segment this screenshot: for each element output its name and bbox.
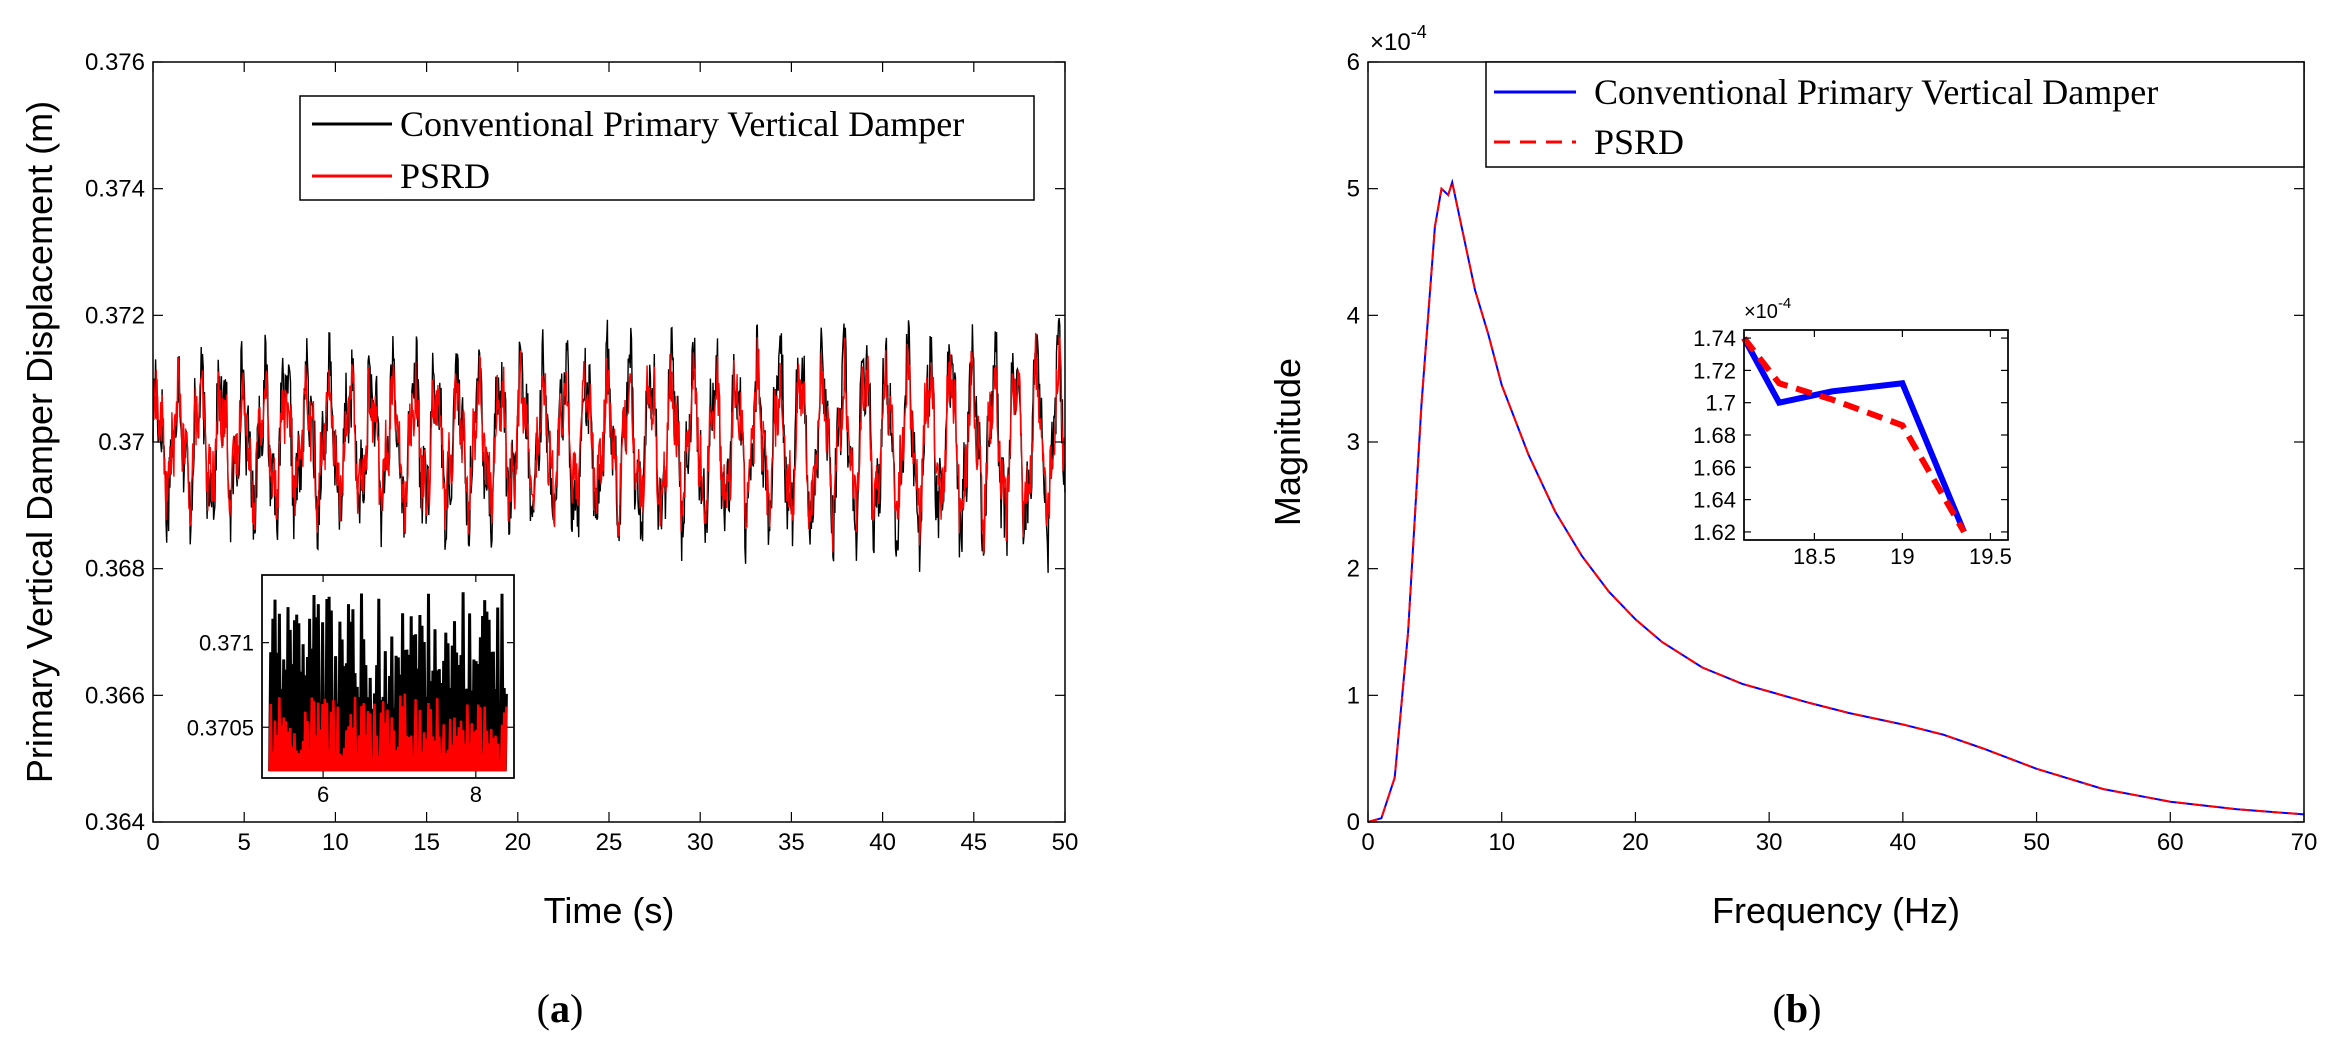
chart-a: 0 5 10 15 20 25 30 35 40 45 500.3640.3660.3680.370… [19,49,1078,1031]
y-tick-label: 0.366 [85,682,145,709]
chart-a-panel-label: (a) [537,986,584,1031]
chart-b-legend: Conventional Primary Vertical Damper PSR… [1485,61,2305,168]
chart-b-inset-ticks: 18.5 19 19.5 1.62 1.64 1.66 1.68 1.7 1.72 1.74 [1693,326,2012,569]
chart-a-inset-lines [268,592,508,772]
chart-b-inset: 18.5 19 19.5 1.62 1.64 1.66 1.68 1.7 1.72 1.74 ×1… [1693,295,2012,569]
y-tick-label: 4 [1347,302,1360,329]
y-tick-label: 1.7 [1705,391,1736,416]
chart-a-ticks: 0 5 10 15 20 25 30 35 40 45 500.3640.3660.3680.370… [85,49,1078,856]
x-tick-label: 25 [596,829,623,856]
y-tick-label: 0.3705 [187,715,254,740]
y-tick-label: 3 [1347,429,1360,456]
chart-b-inset-lines [1741,336,1967,534]
x-tick-label: 30 [1756,829,1783,856]
y-tick-label: 0.364 [85,809,145,836]
series-line-2 [1367,178,2305,823]
chart-b-x-label: Frequency (Hz) [1712,890,1960,931]
x-tick-label: 50 [2023,829,2050,856]
x-tick-label: 10 [1488,829,1515,856]
x-tick-label: 19.5 [1969,544,2012,569]
chart-a-legend-label-2: PSRD [400,156,490,196]
y-tick-label: 1.72 [1693,358,1736,383]
x-tick-label: 20 [504,829,531,856]
chart-b-y-multiplier: ×10-4 [1370,22,1427,56]
y-tick-label: 0.372 [85,302,145,329]
x-tick-label: 18.5 [1793,544,1836,569]
chart-b-ticks: 0 10 20 30 40 50 60 70 0 1 2 3 4 5 6 [1347,49,2318,856]
x-tick-label: 35 [778,829,805,856]
chart-b-inset-y-multiplier: ×10-4 [1744,295,1791,323]
y-tick-label: 1.62 [1693,520,1736,545]
chart-b-y-label: Magnitude [1267,358,1308,526]
y-tick-label: 1 [1347,682,1360,709]
y-tick-label: 1.64 [1693,488,1736,513]
y-tick-label: 0.374 [85,176,145,203]
x-tick-label: 45 [960,829,987,856]
x-tick-label: 70 [2291,829,2318,856]
series-line-1 [152,317,1066,573]
x-tick-label: 6 [317,782,329,807]
y-tick-label: 1.66 [1693,455,1736,480]
x-tick-label: 0 [146,829,159,856]
chart-a-legend-box [299,95,1035,201]
x-tick-label: 0 [1361,829,1374,856]
y-tick-label: 5 [1347,176,1360,203]
chart-b-series-lines [1367,178,2305,823]
x-tick-label: 5 [238,829,251,856]
y-tick-label: 0.371 [199,631,254,656]
y-tick-label: 0.376 [85,49,145,76]
y-tick-label: 1.74 [1693,326,1736,351]
chart-a-y-label: Primary Vertical Damper Displacement (m) [19,101,60,783]
chart-b-panel-label: (b) [1773,986,1822,1031]
series-line-2 [152,332,1066,554]
y-tick-label: 0.37 [98,429,145,456]
y-tick-label: 0 [1347,809,1360,836]
x-tick-label: 15 [413,829,440,856]
inset-series-line-2 [1741,336,1967,534]
chart-a-legend-label-1: Conventional Primary Vertical Damper [400,104,964,144]
chart-b-legend-label-1: Conventional Primary Vertical Damper [1594,72,2158,112]
x-tick-label: 50 [1052,829,1079,856]
chart-a-inset-border [261,574,515,779]
y-tick-label: 0.368 [85,556,145,583]
x-tick-label: 40 [1890,829,1917,856]
x-tick-label: 19 [1890,544,1914,569]
x-tick-label: 8 [470,782,482,807]
chart-b-legend-label-2: PSRD [1594,122,1684,162]
x-tick-label: 40 [869,829,896,856]
chart-a-x-label: Time (s) [544,890,675,931]
y-tick-label: 6 [1347,49,1360,76]
y-tick-label: 1.68 [1693,423,1736,448]
y-tick-label: 2 [1347,556,1360,583]
chart-b-inset-frame [1743,329,2009,541]
x-tick-label: 20 [1622,829,1649,856]
x-tick-label: 60 [2157,829,2184,856]
x-tick-label: 10 [322,829,349,856]
chart-b-legend-box [1485,61,2305,168]
chart-a-inset: 6 8 0.3705 0.371 [187,574,515,807]
chart-a-inset-ticks: 6 8 0.3705 0.371 [187,575,514,807]
chart-a-series-lines [152,317,1066,573]
chart-a-legend: Conventional Primary Vertical Damper PSR… [299,95,1035,201]
inset-series-line-1 [1741,336,1967,534]
inset-series-line-2 [268,693,508,772]
x-tick-label: 30 [687,829,714,856]
